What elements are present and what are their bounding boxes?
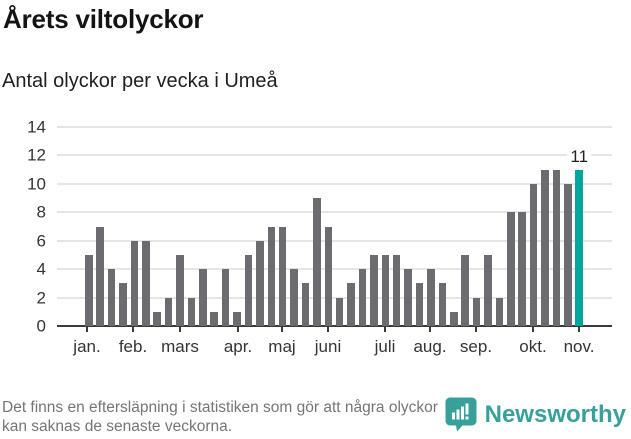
bar-week <box>107 269 116 326</box>
x-tick-label-jan: jan. <box>73 337 101 356</box>
page-title: Årets viltolyckor <box>3 4 204 34</box>
bar-week <box>370 254 378 326</box>
gridline-y4 <box>57 268 612 271</box>
y-tick-label: 0 <box>36 316 46 336</box>
bar-week <box>518 212 526 326</box>
x-tick-maj <box>281 327 283 332</box>
bar-week <box>392 254 401 326</box>
bar-week <box>450 311 458 326</box>
bar-week <box>153 311 161 326</box>
x-tick-label-okt: okt. <box>519 337 547 356</box>
gridline-y8 <box>57 211 612 214</box>
y-tick-label: 12 <box>27 145 46 165</box>
bar-week <box>564 183 572 326</box>
x-axis-line <box>57 325 612 327</box>
y-tick-label: 10 <box>27 174 46 194</box>
bar-week <box>324 226 333 326</box>
bar-week <box>256 240 264 326</box>
bar-week <box>96 226 104 326</box>
gridline-y6 <box>57 239 612 242</box>
bar-week <box>313 198 321 326</box>
bar-week <box>278 226 287 326</box>
y-tick-label: 8 <box>36 202 46 222</box>
x-tick-apr <box>237 327 239 332</box>
bar-week <box>244 254 253 326</box>
x-tick-aug <box>429 327 431 332</box>
bar-week <box>221 269 230 326</box>
brand-name: Newsworthy <box>484 400 626 428</box>
bar-week <box>438 283 447 326</box>
bar-week <box>495 297 504 326</box>
x-tick-label-feb: feb. <box>118 337 148 356</box>
x-tick-label-mars: mars <box>161 337 199 356</box>
gridline-y2 <box>57 296 612 299</box>
bar-week <box>142 240 150 326</box>
x-tick-jan <box>86 327 88 332</box>
bar-week <box>85 254 93 326</box>
gridline-y12 <box>57 154 612 157</box>
bars-container <box>85 127 583 326</box>
x-tick-label-apr: apr. <box>223 337 253 356</box>
y-tick-label: 14 <box>27 117 46 137</box>
bar-week <box>529 183 538 326</box>
bar-week <box>358 269 367 326</box>
chart-subtitle: Antal olyckor per vecka i Umeå <box>2 70 278 92</box>
footnote: Det finns en eftersläpning i statistiken… <box>2 399 438 435</box>
bar-week <box>347 283 355 326</box>
y-tick-label: 2 <box>36 288 46 308</box>
bar-week <box>267 226 275 326</box>
bar-week <box>335 297 344 326</box>
x-tick-okt <box>532 327 534 332</box>
newsworthy-icon <box>445 397 477 432</box>
bar-week <box>130 240 139 326</box>
x-tick-label-maj: maj <box>268 337 296 356</box>
x-tick-nov <box>578 327 580 332</box>
x-tick-label-nov: nov. <box>563 337 595 356</box>
last-value-annotation: 11 <box>567 147 592 165</box>
gridline-y10 <box>57 182 612 185</box>
bar-week <box>233 311 241 326</box>
bar-week <box>427 269 435 326</box>
bar-week <box>164 297 173 326</box>
bar-week <box>301 283 310 326</box>
x-tick-juni <box>327 327 329 332</box>
bar-week <box>119 283 127 326</box>
x-tick-mars <box>179 327 181 332</box>
bar-week <box>199 269 207 326</box>
x-tick-juli <box>384 327 386 332</box>
x-tick-label-aug: aug. <box>413 337 447 356</box>
bar-week <box>415 283 424 326</box>
bar-week <box>552 169 561 326</box>
bar-current-week <box>575 169 583 326</box>
bar-week <box>187 297 196 326</box>
x-tick-label-juli: juli <box>374 337 396 356</box>
x-tick-label-sep: sep. <box>459 337 493 356</box>
x-tick-sep <box>475 327 477 332</box>
bar-week <box>404 269 412 326</box>
y-axis-labels: 0 2 4 6 8 10 12 14 <box>0 119 46 335</box>
bar-week <box>210 311 218 326</box>
plot-area: jan. feb. mars apr. maj juni juli aug. sep. okt. n… <box>57 126 612 356</box>
brand-logo: Newsworthy <box>445 397 626 432</box>
bar-week <box>290 269 298 326</box>
gridline-y14 <box>57 126 612 128</box>
bar-week <box>381 254 390 326</box>
bar-week <box>484 254 492 326</box>
x-tick-feb <box>132 327 134 332</box>
bar-week <box>472 297 481 326</box>
bar-week <box>541 169 549 326</box>
bar-week <box>461 254 469 326</box>
y-tick-label: 6 <box>36 231 46 251</box>
bar-week <box>507 212 515 326</box>
x-tick-label-juni: juni <box>314 337 342 356</box>
y-tick-label: 4 <box>36 259 46 279</box>
bar-week <box>176 254 184 326</box>
